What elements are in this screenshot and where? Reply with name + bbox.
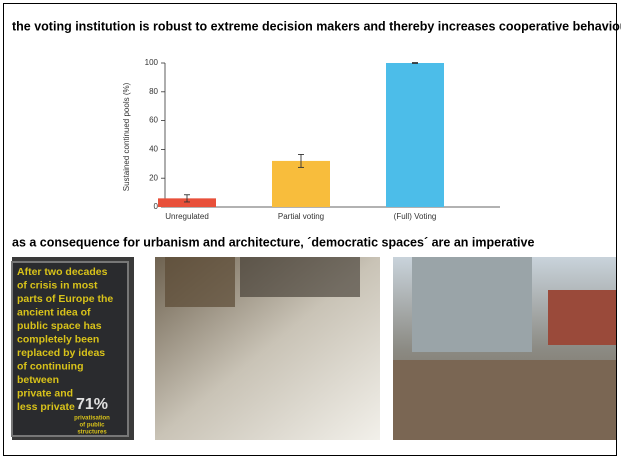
photo-building — [412, 257, 532, 352]
sign-caption: structures — [77, 430, 107, 436]
x-tick-label: Unregulated — [165, 212, 209, 221]
photo-figure — [240, 257, 360, 297]
sign-text: of continuing — [17, 360, 83, 372]
page: {"headline": "the voting institution is … — [0, 0, 621, 466]
sign-caption: privatisation — [74, 416, 110, 422]
y-tick-label: 40 — [149, 145, 158, 154]
headline: the voting institution is robust to extr… — [12, 19, 621, 33]
photo-stairs — [393, 360, 616, 440]
y-tick-label: 0 — [154, 202, 159, 211]
x-tick-label: Partial voting — [278, 212, 324, 221]
sign-text: After two decades — [17, 266, 108, 278]
photo-figure — [165, 257, 235, 307]
slide: the voting institution is robust to extr… — [0, 0, 621, 461]
subheadline: as a consequence for urbanism and archit… — [12, 235, 534, 249]
sign-text: between — [17, 374, 59, 386]
sign-text: private and — [17, 387, 73, 399]
sign-figure: 71% — [76, 396, 108, 413]
sign-text: of crisis in most — [17, 279, 98, 291]
sign-text: completely been — [17, 333, 99, 345]
error-bar — [412, 63, 418, 64]
sign-text: ancient idea of — [17, 306, 91, 318]
sign-text: less private — [17, 401, 75, 413]
y-tick-label: 60 — [149, 116, 158, 125]
x-tick-label: (Full) Voting — [394, 212, 437, 221]
sign-text: parts of Europe the — [17, 293, 113, 305]
y-tick-label: 80 — [149, 87, 158, 96]
photo-building — [548, 290, 616, 345]
sign-caption: of public — [80, 423, 106, 429]
sign-text: replaced by ideas — [17, 347, 105, 359]
sign-text: public space has — [17, 320, 102, 332]
bar — [386, 63, 444, 207]
y-axis-label: Sustained continued pools (%) — [122, 82, 131, 191]
y-tick-label: 20 — [149, 173, 158, 182]
y-tick-label: 100 — [145, 58, 159, 67]
